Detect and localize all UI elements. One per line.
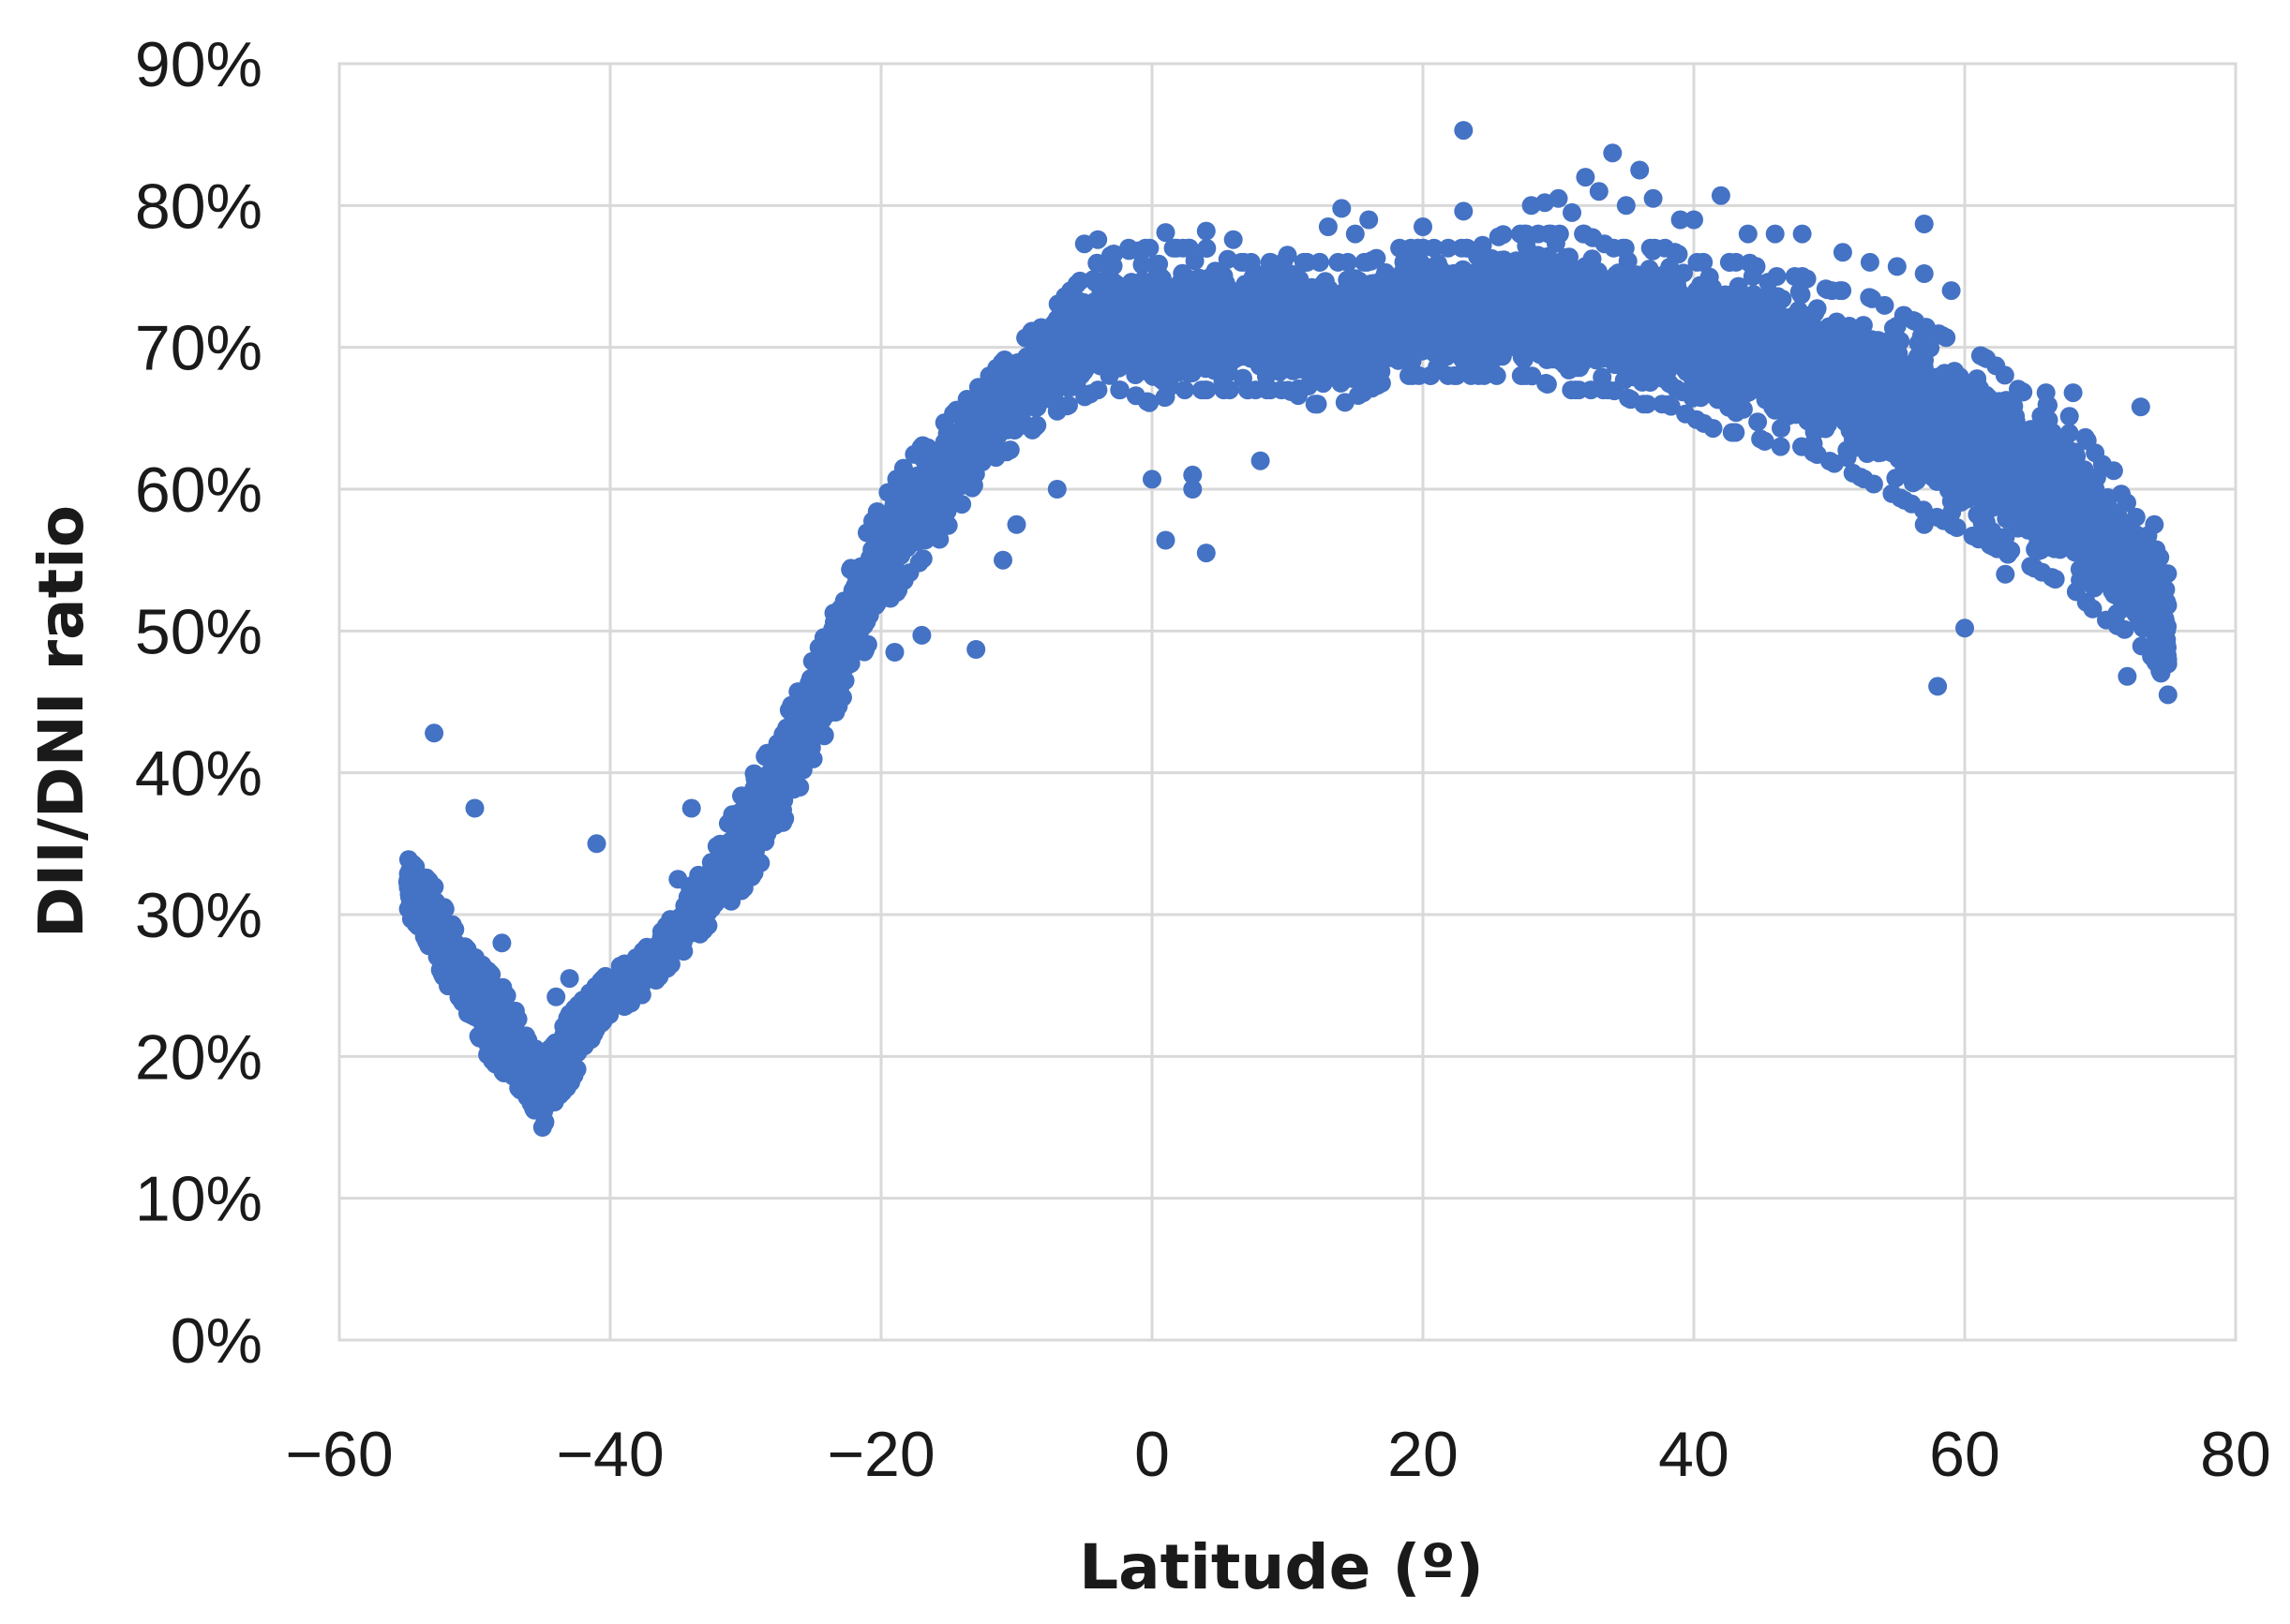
data-point — [1152, 370, 1171, 389]
data-point — [445, 919, 465, 939]
data-point — [1136, 238, 1155, 258]
data-point — [1197, 380, 1217, 400]
data-point — [658, 959, 677, 978]
data-point — [1119, 309, 1139, 329]
data-point — [1214, 380, 1234, 400]
data-point — [711, 867, 730, 886]
data-point — [1204, 306, 1223, 326]
data-point — [1059, 395, 1078, 415]
data-point — [435, 900, 455, 919]
data-point — [1207, 280, 1227, 299]
data-point — [550, 1085, 570, 1105]
plot-border — [337, 62, 2238, 1342]
plot-frame — [337, 62, 2238, 1342]
data-point — [1278, 337, 1297, 357]
data-point — [770, 784, 788, 804]
data-point — [1088, 380, 1108, 400]
data-point — [1230, 307, 1250, 327]
data-point — [1119, 238, 1139, 258]
data-point — [1095, 292, 1115, 312]
data-point — [854, 613, 874, 633]
data-point — [1155, 388, 1175, 408]
data-point — [616, 996, 636, 1016]
data-point — [1025, 417, 1045, 437]
data-point — [889, 580, 908, 600]
data-point — [1092, 307, 1111, 327]
data-point — [790, 778, 810, 797]
data-point — [1261, 380, 1280, 400]
data-point — [829, 696, 848, 716]
data-point — [526, 1039, 546, 1059]
data-point — [466, 947, 485, 967]
data-point — [885, 543, 905, 562]
data-point — [957, 390, 977, 409]
data-point — [1035, 353, 1055, 373]
data-point — [633, 942, 652, 961]
data-point — [1127, 354, 1145, 374]
data-point — [1137, 392, 1157, 411]
data-point — [1289, 386, 1308, 406]
data-point — [1179, 238, 1199, 258]
data-point — [751, 853, 771, 872]
data-point — [858, 523, 876, 543]
data-point — [815, 725, 834, 745]
data-point — [913, 549, 933, 569]
data-point — [929, 469, 949, 489]
data-point — [824, 603, 844, 623]
data-point — [493, 1062, 513, 1081]
data-point — [1038, 337, 1057, 357]
data-point — [900, 563, 920, 583]
data-point — [1289, 295, 1309, 315]
data-point — [674, 942, 694, 961]
data-point — [930, 529, 950, 549]
data-point — [1262, 354, 1281, 374]
data-point — [425, 877, 444, 897]
data-point — [1197, 239, 1217, 258]
data-points — [397, 121, 2178, 1137]
data-point — [698, 916, 718, 935]
data-point — [1096, 351, 1115, 371]
data-point — [1256, 303, 1276, 322]
data-point — [773, 812, 793, 832]
data-point — [632, 985, 651, 1005]
data-point — [482, 965, 501, 984]
data-point — [986, 448, 1006, 468]
data-point — [631, 969, 651, 989]
data-point — [1175, 380, 1194, 400]
data-point — [905, 444, 924, 464]
data-point — [1172, 340, 1191, 359]
data-point — [987, 358, 1007, 378]
data-point — [797, 712, 816, 731]
data-point — [398, 850, 418, 870]
data-point — [952, 495, 972, 514]
data-point — [398, 871, 418, 890]
data-point — [858, 634, 877, 654]
data-point — [1010, 386, 1029, 406]
data-point — [964, 475, 983, 495]
data-point — [721, 845, 741, 865]
data-point — [767, 747, 786, 767]
data-point — [1197, 326, 1217, 346]
data-point — [936, 444, 956, 464]
data-point — [1252, 276, 1272, 296]
data-point — [682, 875, 702, 895]
data-point — [1071, 347, 1091, 365]
data-point — [744, 764, 764, 783]
data-point — [493, 977, 513, 997]
data-point — [1016, 328, 1036, 348]
data-point — [567, 1059, 587, 1079]
data-point — [1017, 347, 1037, 366]
data-point — [803, 749, 823, 768]
data-point — [661, 910, 681, 930]
data-point — [1290, 270, 1310, 290]
data-point — [1067, 275, 1086, 294]
